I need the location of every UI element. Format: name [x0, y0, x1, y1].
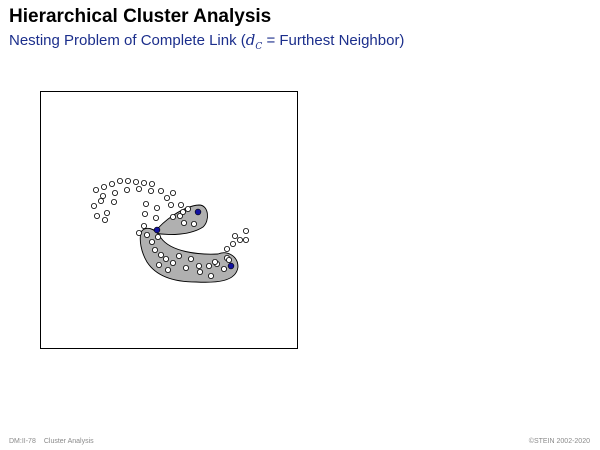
data-point	[109, 181, 116, 188]
data-point	[156, 261, 163, 268]
data-point	[169, 259, 176, 266]
data-point	[152, 246, 159, 253]
data-point	[242, 227, 249, 234]
data-point	[144, 231, 151, 238]
data-point	[180, 219, 187, 226]
data-point	[168, 202, 175, 209]
data-point	[112, 190, 119, 197]
data-point	[211, 258, 218, 265]
data-point	[104, 210, 111, 217]
data-points	[91, 178, 249, 279]
data-point	[169, 214, 176, 221]
data-point	[158, 251, 165, 258]
lower-cluster-hull	[139, 227, 239, 283]
footer-left: DM:II-78 Cluster Analysis	[9, 438, 94, 445]
data-point	[196, 268, 203, 275]
section-name: Cluster Analysis	[43, 438, 94, 445]
furthest-neighbor-point	[194, 208, 202, 216]
data-point	[190, 220, 197, 227]
data-point	[117, 178, 124, 185]
data-point	[133, 179, 140, 186]
subtitle-math: dC	[245, 31, 263, 52]
data-point	[111, 199, 118, 206]
data-point	[125, 178, 132, 185]
data-point	[169, 190, 176, 197]
data-point	[98, 198, 105, 205]
data-point	[175, 252, 182, 259]
data-point	[220, 265, 227, 272]
data-point	[179, 209, 186, 216]
data-point	[225, 256, 232, 263]
data-point	[141, 180, 148, 187]
furthest-neighbor-point	[227, 262, 235, 270]
data-point	[91, 203, 98, 210]
data-point	[148, 188, 155, 195]
data-point	[163, 255, 170, 262]
data-point	[165, 266, 172, 273]
data-point	[149, 181, 156, 188]
slide-number: DM:II-78	[9, 438, 36, 445]
data-point	[231, 232, 238, 239]
data-point	[149, 238, 156, 245]
data-point	[141, 222, 148, 229]
copyright: ©STEIN 2002-2020	[528, 438, 590, 445]
data-point	[195, 262, 202, 269]
data-point	[102, 217, 109, 224]
data-point	[184, 206, 191, 213]
data-point	[142, 211, 149, 218]
data-point	[177, 202, 184, 209]
data-point	[100, 193, 107, 200]
furthest-neighbor-point	[153, 226, 161, 234]
data-point	[93, 187, 100, 194]
data-point	[182, 264, 189, 271]
data-point	[124, 187, 131, 194]
data-point	[94, 213, 101, 220]
slide-subtitle: Nesting Problem of Complete Link (dC = F…	[9, 31, 404, 52]
data-point	[187, 255, 194, 262]
data-point	[229, 240, 236, 247]
math-variable: d	[245, 31, 256, 49]
data-point	[223, 245, 230, 252]
subtitle-suffix: = Furthest Neighbor)	[262, 32, 405, 49]
subtitle-prefix: Nesting Problem of Complete Link (	[9, 32, 246, 49]
cluster-diagram	[91, 178, 249, 283]
data-point	[136, 229, 143, 236]
data-point	[158, 188, 165, 195]
data-point	[242, 236, 249, 243]
data-point	[155, 233, 162, 240]
data-point	[236, 236, 243, 243]
data-point	[207, 272, 214, 279]
math-subscript: C	[255, 42, 263, 52]
cluster-figure	[40, 91, 298, 349]
data-point	[143, 201, 150, 208]
data-point	[176, 213, 183, 220]
data-point	[101, 184, 108, 191]
data-point	[136, 186, 143, 193]
data-point	[164, 195, 171, 202]
data-point	[154, 205, 161, 212]
data-point	[205, 262, 212, 269]
slide-title: Hierarchical Cluster Analysis	[9, 6, 272, 27]
data-point	[153, 215, 160, 222]
